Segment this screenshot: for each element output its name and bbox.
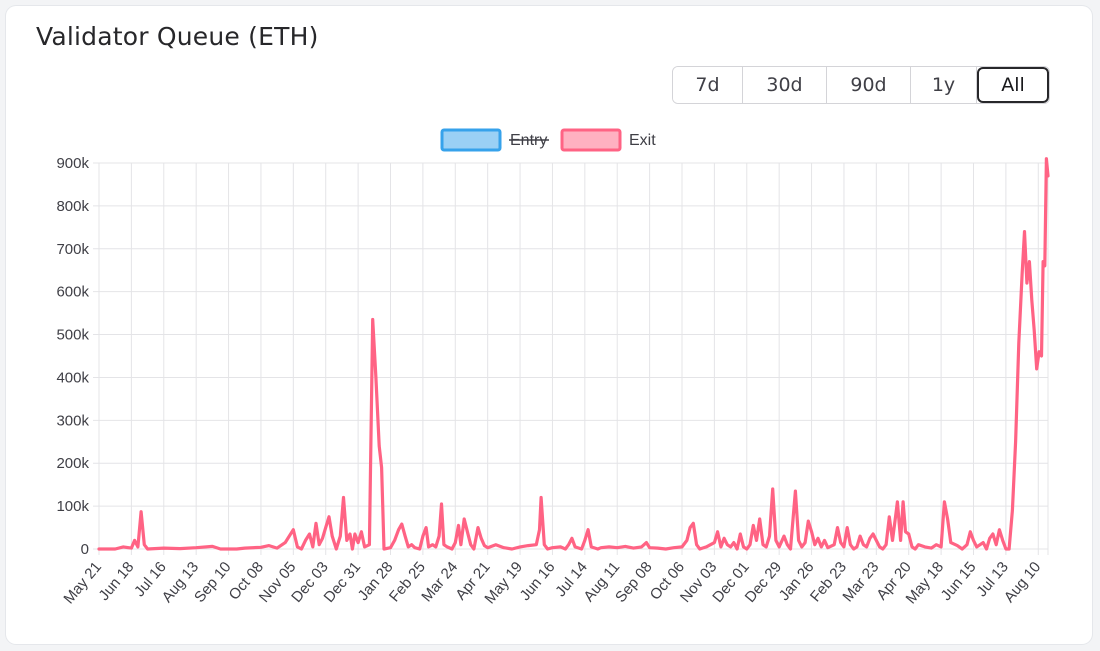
y-tick-label: 200k [56, 455, 89, 472]
time-range-selector: 7d 30d 90d 1y All [672, 66, 1050, 104]
range-button-1y[interactable]: 1y [911, 67, 977, 103]
legend-label-exit: Exit [629, 132, 656, 149]
legend-swatch-entry [440, 128, 502, 152]
x-tick-label: Jun 18 [95, 559, 137, 604]
y-axis: 0 100k 200k 300k 400k 500k 600k 700k 800k 900k [56, 155, 89, 558]
y-tick-label: 700k [56, 241, 89, 258]
series-line-exit [97, 157, 1050, 551]
range-button-30d[interactable]: 30d [743, 67, 827, 103]
x-tick-label: Jun 16 [517, 559, 559, 604]
y-tick-label: 100k [56, 498, 89, 515]
range-button-90d[interactable]: 90d [827, 67, 911, 103]
y-tick-label: 500k [56, 327, 89, 344]
series-area [97, 157, 1050, 551]
x-tick-label: Mar 24 [418, 559, 461, 606]
y-tick-label: 300k [56, 412, 89, 429]
x-tick-label: Mar 23 [839, 559, 882, 606]
y-tick-label: 800k [56, 198, 89, 215]
legend-item-entry[interactable]: Entry [440, 128, 549, 152]
range-button-all[interactable]: All [977, 67, 1049, 103]
y-tick-label: 900k [56, 155, 89, 172]
chart-title: Validator Queue (ETH) [36, 22, 319, 51]
y-tick-label: 400k [56, 369, 89, 386]
legend: Entry Exit [440, 128, 656, 152]
x-tick-label: Jun 15 [938, 559, 980, 604]
x-tick-label: May 21 [60, 559, 105, 608]
legend-item-exit[interactable]: Exit [560, 128, 656, 152]
chart-grid [93, 162, 1049, 555]
y-tick-label: 600k [56, 284, 89, 301]
range-button-7d[interactable]: 7d [673, 67, 743, 103]
y-tick-label: 0 [81, 541, 89, 558]
legend-swatch-exit [560, 128, 622, 152]
